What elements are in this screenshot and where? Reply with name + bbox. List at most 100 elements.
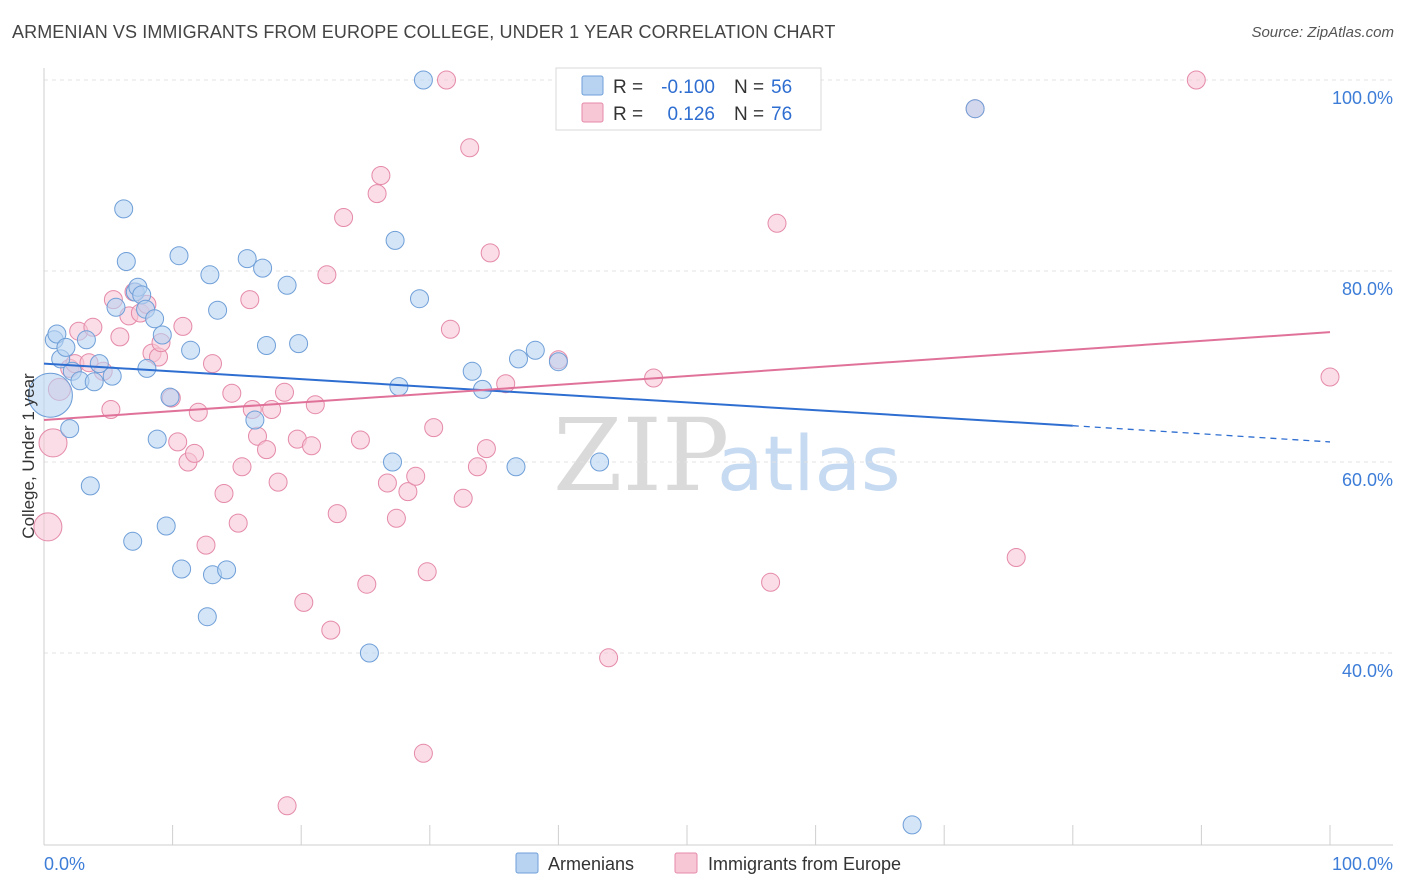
armenians-point-22 [145, 309, 165, 329]
stats-r-value-armenians: -0.100 [661, 77, 715, 98]
y-axis-title: College, Under 1 year [19, 373, 38, 539]
europe-point-23 [185, 443, 204, 463]
europe-point-49 [367, 184, 387, 204]
armenians-point-53 [590, 452, 610, 472]
europe-point-65 [496, 374, 516, 394]
europe-point-21 [173, 316, 193, 336]
armenians-point-27 [169, 246, 189, 266]
legend-label-armenians: Armenians [548, 854, 634, 874]
armenians-point-37 [253, 258, 273, 278]
armenians-point-13 [106, 297, 126, 317]
armenians-point-5 [60, 419, 80, 439]
europe-point-30 [232, 457, 252, 477]
europe-point-36 [268, 472, 288, 492]
europe-point-40 [294, 592, 314, 612]
armenians-point-49 [506, 457, 526, 477]
europe-point-20 [168, 432, 188, 452]
armenians-point-50 [509, 349, 528, 369]
armenians-point-39 [277, 275, 297, 295]
armenians-point-14 [114, 199, 134, 219]
watermark-zip: ZIP [553, 397, 729, 514]
stats-n-value-europe: 76 [771, 104, 792, 125]
armenians-point-31 [200, 265, 220, 285]
source-label: Source: ZipAtlas.com [1251, 24, 1394, 41]
europe-point-60 [453, 488, 473, 508]
armenians-point-43 [385, 230, 405, 250]
armenians-point-12 [102, 366, 122, 386]
trend-line-europe [43, 331, 1331, 421]
y-tick-label-80: 80.0% [1342, 279, 1393, 299]
europe-point-1 [38, 428, 68, 458]
europe-point-46 [334, 208, 354, 227]
europe-point-25 [196, 535, 216, 555]
europe-point-0 [33, 512, 63, 542]
europe-point-31 [240, 290, 260, 310]
europe-point-11 [110, 327, 130, 347]
armenians-point-0 [27, 372, 73, 418]
armenians-point-34 [217, 560, 237, 580]
x-tick-label-100: 100.0% [1332, 854, 1393, 874]
chart-title: ARMENIAN VS IMMIGRANTS FROM EUROPE COLLE… [12, 22, 836, 42]
europe-point-54 [406, 466, 426, 486]
europe-point-62 [467, 457, 487, 477]
armenians-point-54 [902, 815, 922, 835]
armenians-point-36 [245, 410, 265, 430]
legend-swatch-armenians [515, 852, 539, 874]
trend-lines [43, 331, 1331, 443]
europe-point-70 [767, 213, 787, 233]
armenians-point-35 [237, 249, 257, 269]
europe-point-43 [317, 265, 337, 285]
trend-line-armenians [43, 362, 1073, 427]
stats-legend: R = -0.100 N = 56 R = 0.126 N = 76 [555, 67, 822, 131]
armenians-point-2 [47, 324, 67, 344]
armenians-point-41 [359, 643, 379, 663]
armenians-point-16 [123, 531, 143, 551]
europe-point-9 [101, 400, 121, 419]
armenians-point-44 [389, 377, 409, 397]
europe-point-61 [460, 138, 480, 158]
trend-line-armenians-extension [1072, 425, 1331, 443]
armenians-point-38 [257, 336, 276, 355]
armenians-point-25 [156, 516, 176, 536]
legend-swatch-europe [674, 852, 698, 874]
stats-r-value-europe: 0.126 [667, 104, 715, 125]
x-tick-label-0: 0.0% [44, 854, 85, 874]
armenians-point-29 [181, 340, 201, 360]
europe-point-73 [1186, 70, 1206, 90]
europe-point-67 [599, 648, 619, 668]
watermark-atlas: atlas [717, 419, 901, 508]
armenians-point-26 [160, 387, 180, 407]
europe-point-50 [371, 166, 391, 185]
y-tick-label-40: 40.0% [1342, 661, 1393, 681]
bottom-legend: Armenians Immigrants from Europe [515, 852, 901, 874]
stats-n-label-europe: N = [734, 104, 764, 125]
europe-point-53 [398, 482, 418, 502]
europe-point-51 [377, 473, 397, 493]
y-tick-label-60: 60.0% [1342, 470, 1393, 490]
europe-point-56 [417, 562, 437, 582]
europe-point-64 [480, 243, 500, 263]
europe-point-26 [203, 354, 222, 374]
europe-point-29 [228, 513, 248, 533]
europe-point-37 [275, 382, 294, 402]
armenians-point-45 [410, 289, 429, 309]
europe-point-58 [437, 70, 456, 90]
europe-point-52 [386, 508, 406, 528]
armenians-point-52 [548, 352, 568, 372]
europe-point-45 [327, 504, 347, 524]
europe-point-69 [761, 572, 781, 592]
stats-legend-swatch-europe [581, 102, 604, 123]
europe-point-57 [424, 418, 444, 438]
armenians-point-24 [152, 325, 172, 345]
stats-legend-swatch-armenians [581, 75, 604, 96]
armenians-point-9 [80, 476, 100, 496]
armenians-point-51 [525, 340, 545, 360]
armenians-point-4 [56, 337, 76, 357]
stats-r-label-europe: R = [613, 104, 643, 125]
armenians-point-8 [76, 330, 96, 350]
europe-point-42 [305, 395, 325, 415]
armenians-point-33 [208, 300, 228, 320]
armenians-point-15 [116, 252, 136, 271]
europe-point-55 [413, 743, 433, 763]
